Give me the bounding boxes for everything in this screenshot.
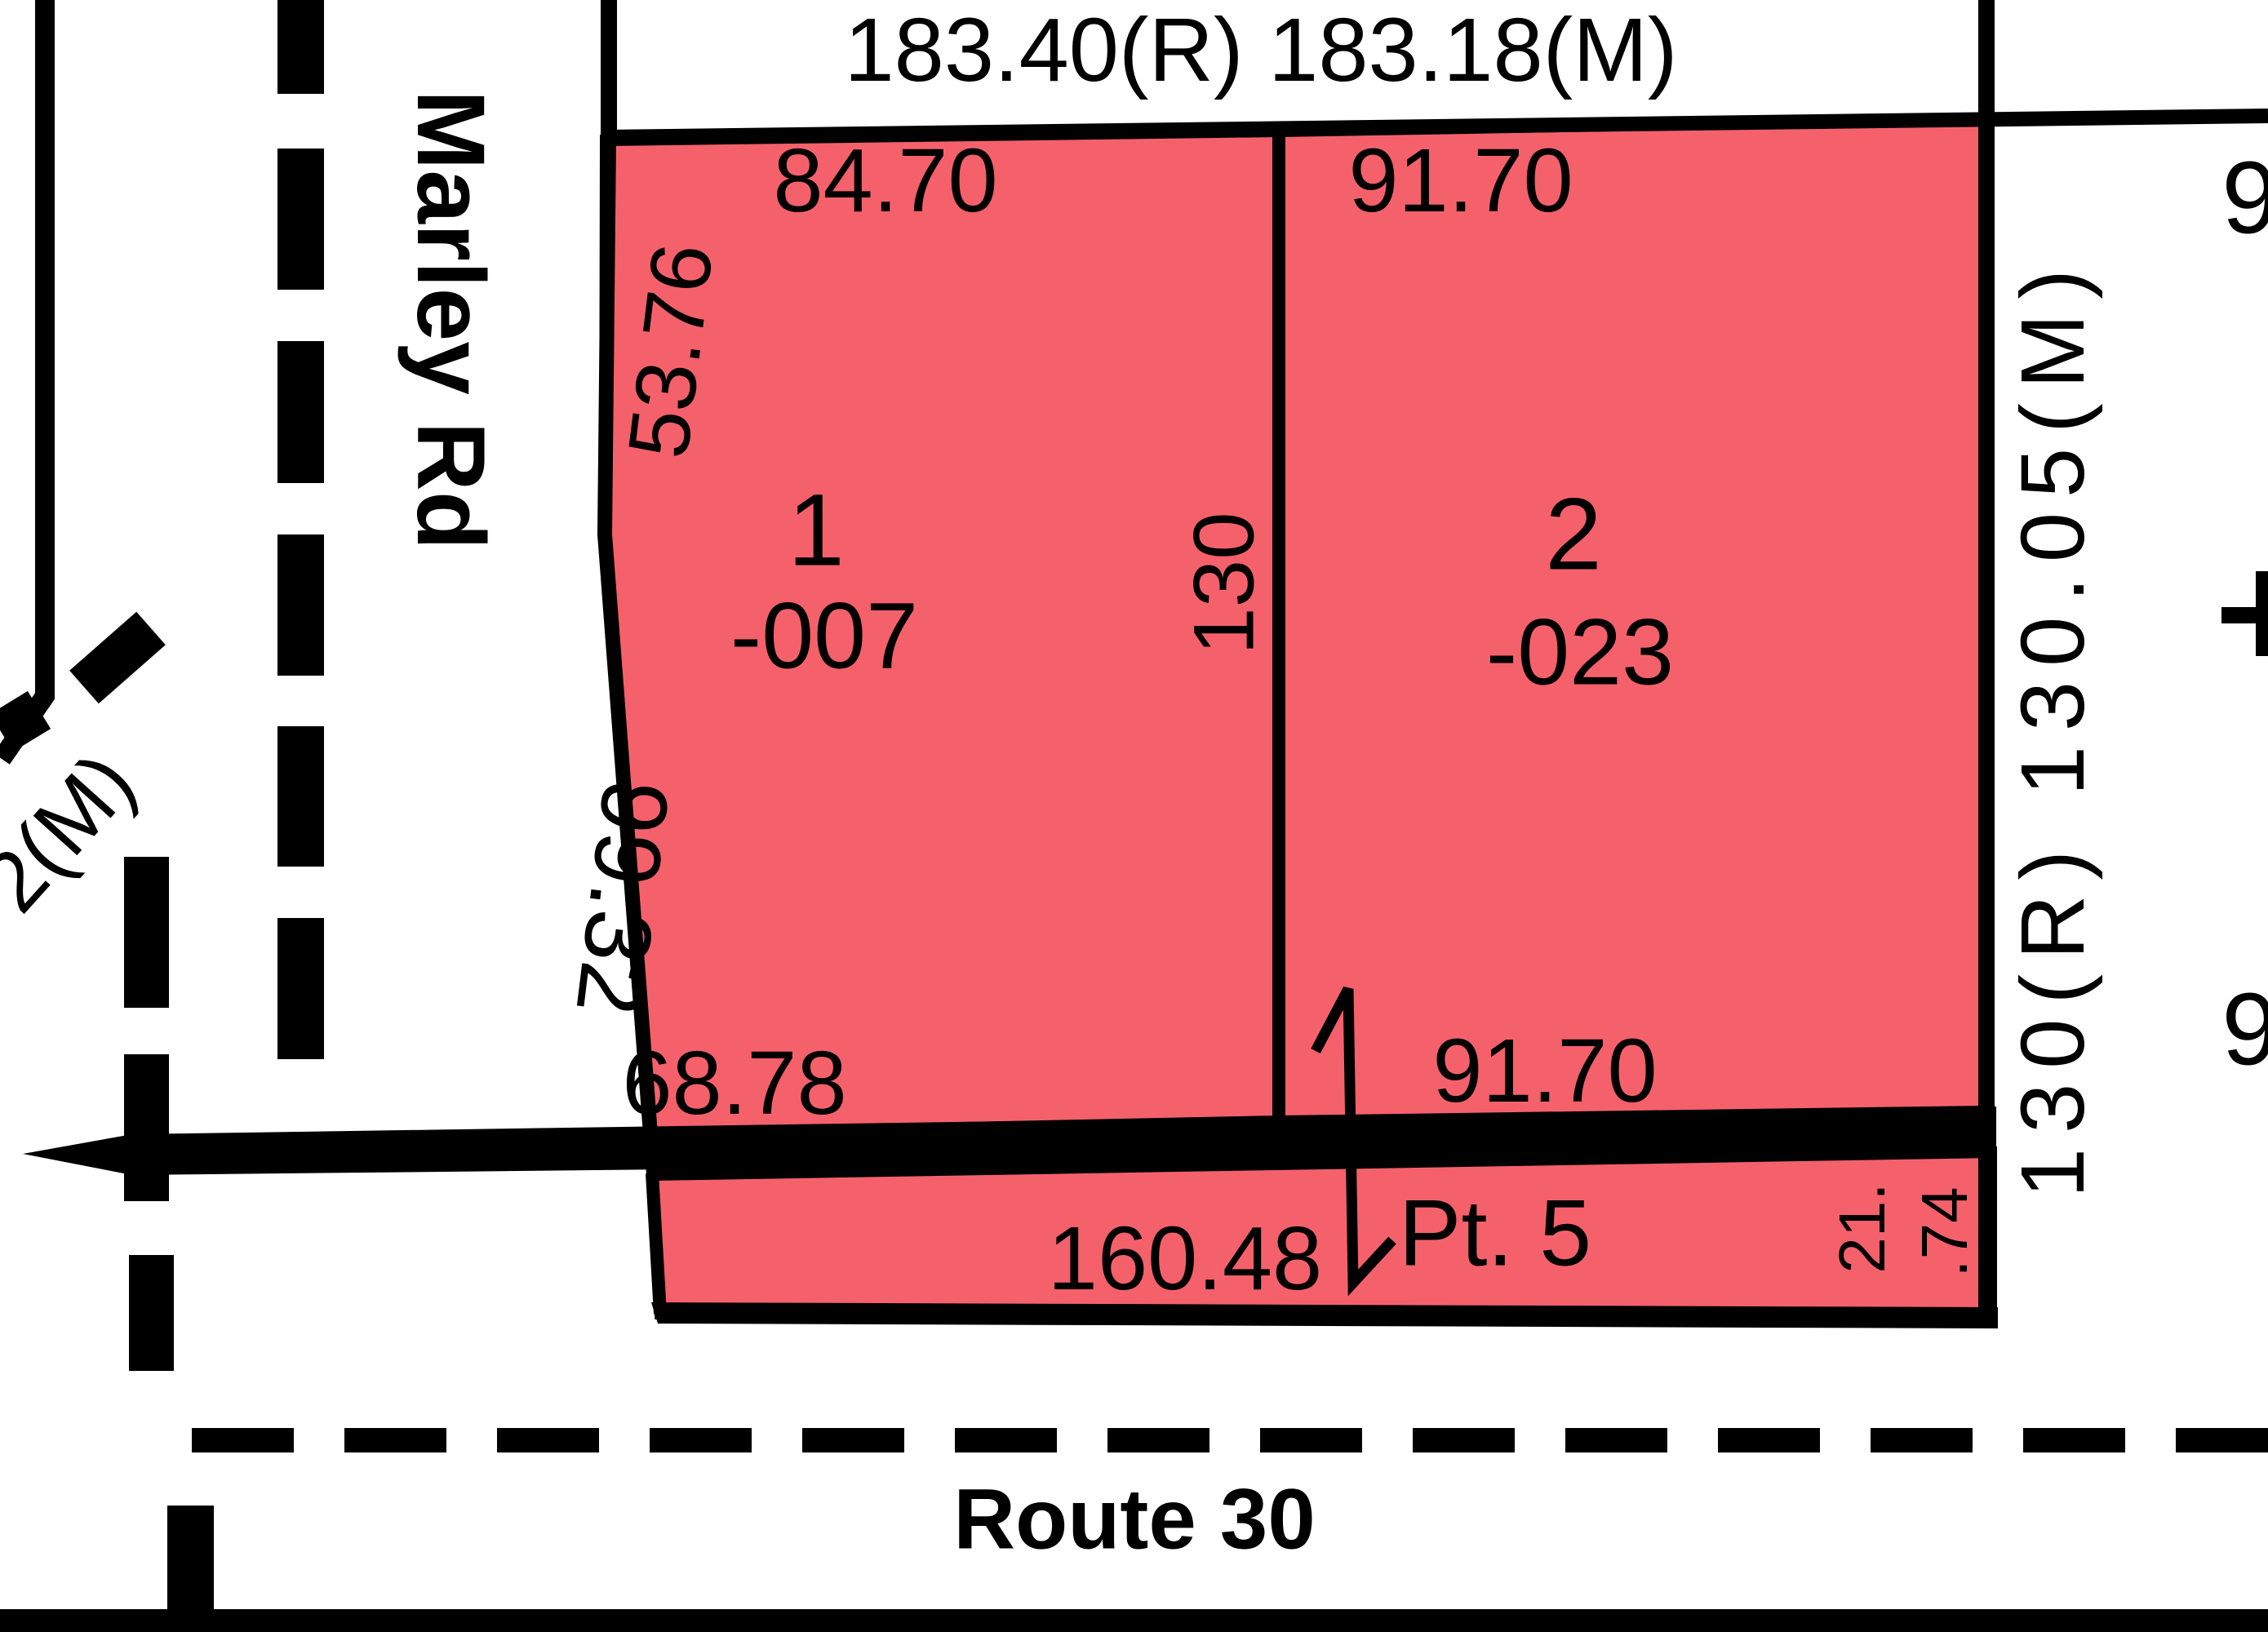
dim-label-top-combined: 183.40(R) 183.18(M) (844, 0, 1678, 100)
dim-label-lot1-front: 84.70 (773, 131, 998, 231)
leader-arrow (1311, 986, 1396, 1297)
lot-1-id-suffix: -007 (730, 583, 919, 689)
dim-label-interior-depth: 130 (1176, 512, 1272, 655)
street-label-route-30: Route 30 (953, 1471, 1316, 1568)
dim-label-adjacent-top-partial: 9 (2221, 141, 2268, 255)
strip-bottom-line (651, 1302, 1998, 1328)
dim-label-east-side-combined: 130(R) 130.05(M) (2003, 254, 2103, 1199)
dim-label-lot2-rear: 91.70 (1432, 1021, 1658, 1121)
lot-1-number: 1 (788, 473, 845, 588)
bottom-edge-bar (0, 1609, 2268, 1632)
route-30-dashed-line (192, 1428, 2268, 1452)
road-allowance-band-tip (23, 1134, 132, 1175)
dim-label-strip-east-b: .74 (1908, 1186, 1981, 1278)
marley-rd-dashed-line (277, 0, 324, 1059)
dim-label-lot2-front: 91.70 (1348, 131, 1573, 231)
diagonal-road-dash (69, 611, 166, 704)
dim-label-strip-east-a: 21. (1826, 1182, 1898, 1274)
dim-label-adjacent-bottom-partial: 9 (2221, 973, 2268, 1087)
dim-label-strip-width: 160.48 (1047, 1208, 1323, 1309)
lot-2-number: 2 (1545, 477, 1602, 592)
left-road-dashed-line (124, 857, 214, 1632)
diagonal-road-dash (0, 690, 51, 752)
left-boundary-elbow-line (0, 0, 55, 765)
strip-west-edge-line (646, 1173, 667, 1315)
dim-label-lot1-rear: 68.78 (622, 1033, 847, 1133)
lot-2-id-suffix: -023 (1485, 600, 1675, 705)
strip-part-label: Pt. 5 (1398, 1181, 1592, 1286)
crosstick-mark (2221, 571, 2268, 656)
west-boundary-line (597, 140, 658, 1135)
street-label-marley-rd: Marley Rd (397, 90, 504, 550)
road-allowance-band (131, 1106, 1996, 1175)
